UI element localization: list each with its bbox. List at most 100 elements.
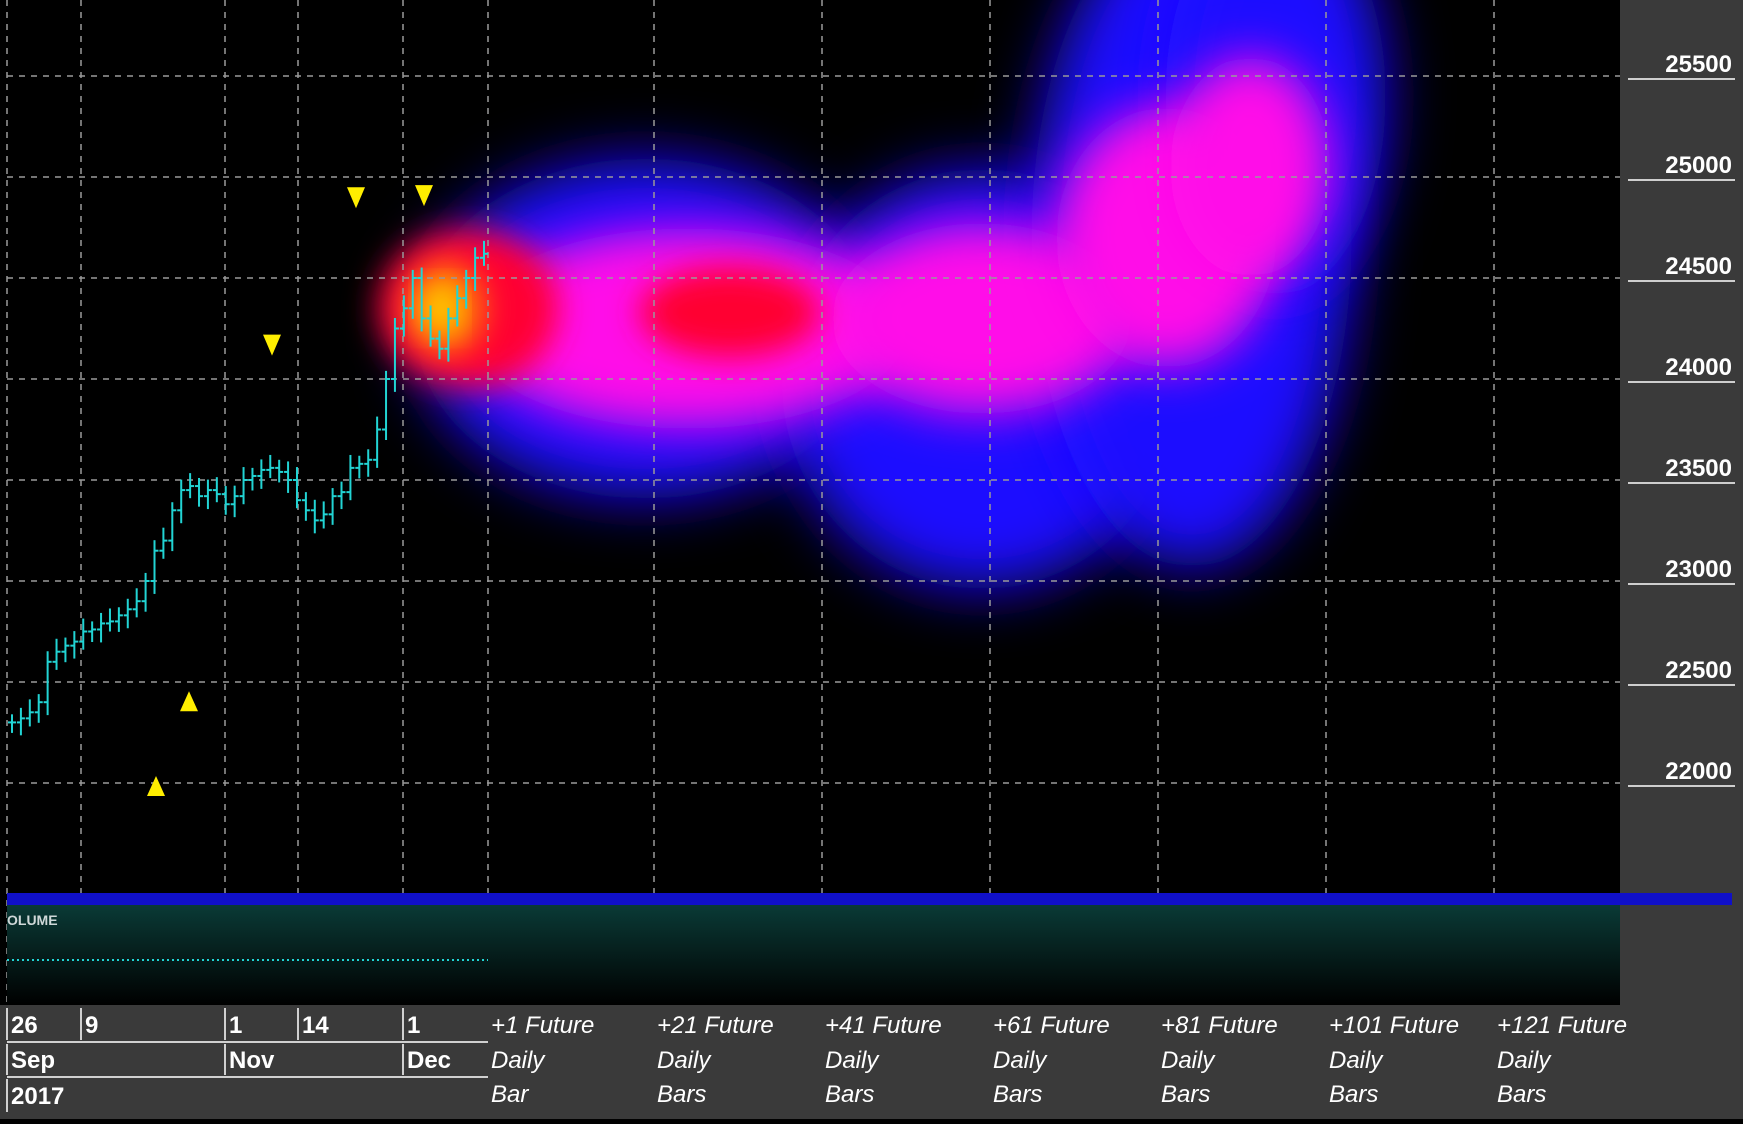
future-period-label: Daily: [825, 1047, 880, 1074]
future-unit-label: Bars: [825, 1081, 874, 1108]
future-period-label: Daily: [1161, 1047, 1216, 1074]
price-bar: [399, 295, 408, 337]
heatmap-blob-red: [639, 267, 820, 358]
price-bar: [61, 637, 70, 663]
price-bar: [426, 305, 435, 347]
price-bar: [150, 540, 159, 594]
price-bar: [221, 486, 230, 515]
price-bar: [364, 449, 373, 477]
grid: [6, 0, 1620, 1005]
future-unit-label: Bars: [1161, 1081, 1210, 1108]
price-bar: [373, 416, 382, 468]
volume-panel: [7, 905, 1620, 1005]
price-bar: [168, 502, 177, 552]
future-horizon-label: +81 Future: [1161, 1012, 1278, 1039]
price-tick-label: 22500: [1665, 657, 1732, 684]
buy-signal-marker: [180, 691, 198, 712]
price-bar: [355, 455, 364, 479]
future-period-label: Daily: [657, 1047, 712, 1074]
volume-label: OLUME: [7, 912, 58, 928]
price-bar: [132, 588, 141, 618]
price-bar: [34, 694, 43, 723]
future-horizon-label: +121 Future: [1497, 1012, 1627, 1039]
signal-markers: [147, 185, 433, 797]
date-axis: 26 9 1 14 1 Sep Nov Dec 2017: [6, 1008, 488, 1112]
price-bar: [453, 285, 462, 327]
price-bar: [88, 621, 97, 643]
price-bar: [52, 638, 61, 670]
date-month-label: Dec: [407, 1047, 451, 1074]
price-bar: [257, 459, 266, 489]
future-horizon-label: +61 Future: [993, 1012, 1110, 1039]
date-month-label: Sep: [11, 1047, 55, 1074]
heatmap-blob-yellow: [424, 288, 456, 329]
price-bar: [248, 467, 257, 491]
future-period-label: Daily: [1329, 1047, 1384, 1074]
price-bar: [275, 459, 284, 483]
price-tick-label: 23000: [1665, 556, 1732, 583]
future-unit-label: Bars: [1329, 1081, 1378, 1108]
price-bar: [480, 240, 488, 266]
price-bar: [70, 631, 79, 659]
price-bar: [328, 488, 337, 525]
price-bar: [8, 714, 16, 733]
price-bar: [186, 473, 195, 499]
price-bar: [319, 501, 328, 529]
future-unit-label: Bars: [1497, 1081, 1546, 1108]
price-tick-label: 24000: [1665, 354, 1732, 381]
price-axis-ticks: 25500 25000 24500 24000 23500 23000 22500 22000: [1628, 51, 1735, 787]
future-unit-label: Bar: [491, 1081, 529, 1108]
future-horizon-label: +21 Future: [657, 1012, 774, 1039]
price-tick-label: 23500: [1665, 455, 1732, 482]
future-period-label: Daily: [993, 1047, 1048, 1074]
future-period-label: Daily: [1497, 1047, 1552, 1074]
date-year-label: 2017: [11, 1083, 64, 1110]
price-bar: [346, 454, 355, 501]
date-day-label: 1: [229, 1012, 242, 1039]
time-axis-panel: [0, 1005, 1620, 1119]
heatmap-blob-magenta: [831, 223, 1132, 414]
future-period-label: Daily: [491, 1047, 546, 1074]
price-tick-label: 24500: [1665, 253, 1732, 280]
price-bar: [284, 461, 293, 493]
price-bar: [230, 485, 239, 518]
date-day-label: 26: [11, 1012, 38, 1039]
price-tick-label: 25500: [1665, 51, 1732, 78]
price-bar: [123, 598, 132, 629]
panel-separator: [7, 893, 1732, 905]
price-bar: [114, 607, 123, 632]
future-unit-label: Bars: [993, 1081, 1042, 1108]
price-bar: [141, 572, 150, 612]
buy-signal-marker: [147, 776, 165, 797]
price-bar: [390, 317, 399, 392]
price-bar: [435, 330, 444, 360]
future-horizon-label: +101 Future: [1329, 1012, 1459, 1039]
price-bar: [337, 481, 346, 510]
price-bar: [25, 699, 34, 727]
price-bar: [79, 618, 88, 650]
price-bar: [444, 307, 453, 362]
date-day-label: 14: [302, 1012, 329, 1039]
sell-signal-marker: [415, 185, 433, 207]
date-day-label: 9: [85, 1012, 98, 1039]
price-bar: [266, 454, 275, 478]
heatmap-blob-magenta: [1170, 56, 1331, 277]
price-bar: [43, 651, 52, 716]
date-month-label: Nov: [229, 1047, 275, 1074]
sell-signal-marker: [347, 187, 365, 209]
price-bar: [417, 267, 426, 332]
date-day-label: 1: [407, 1012, 420, 1039]
price-bar: [16, 707, 25, 736]
price-bar: [310, 499, 319, 534]
future-horizon-label: +41 Future: [825, 1012, 942, 1039]
price-bar: [382, 370, 391, 441]
price-bar: [408, 269, 417, 319]
price-tick-label: 25000: [1665, 152, 1732, 179]
price-axis-panel: [1620, 0, 1743, 1119]
price-tick-label: 22000: [1665, 758, 1732, 785]
future-unit-label: Bars: [657, 1081, 706, 1108]
price-bar: [212, 477, 221, 503]
price-bar: [177, 479, 186, 524]
price-bars: [8, 240, 488, 736]
future-axis: +1 Future Daily Bar +21 Future Daily Bars +41 …: [491, 1012, 1627, 1108]
